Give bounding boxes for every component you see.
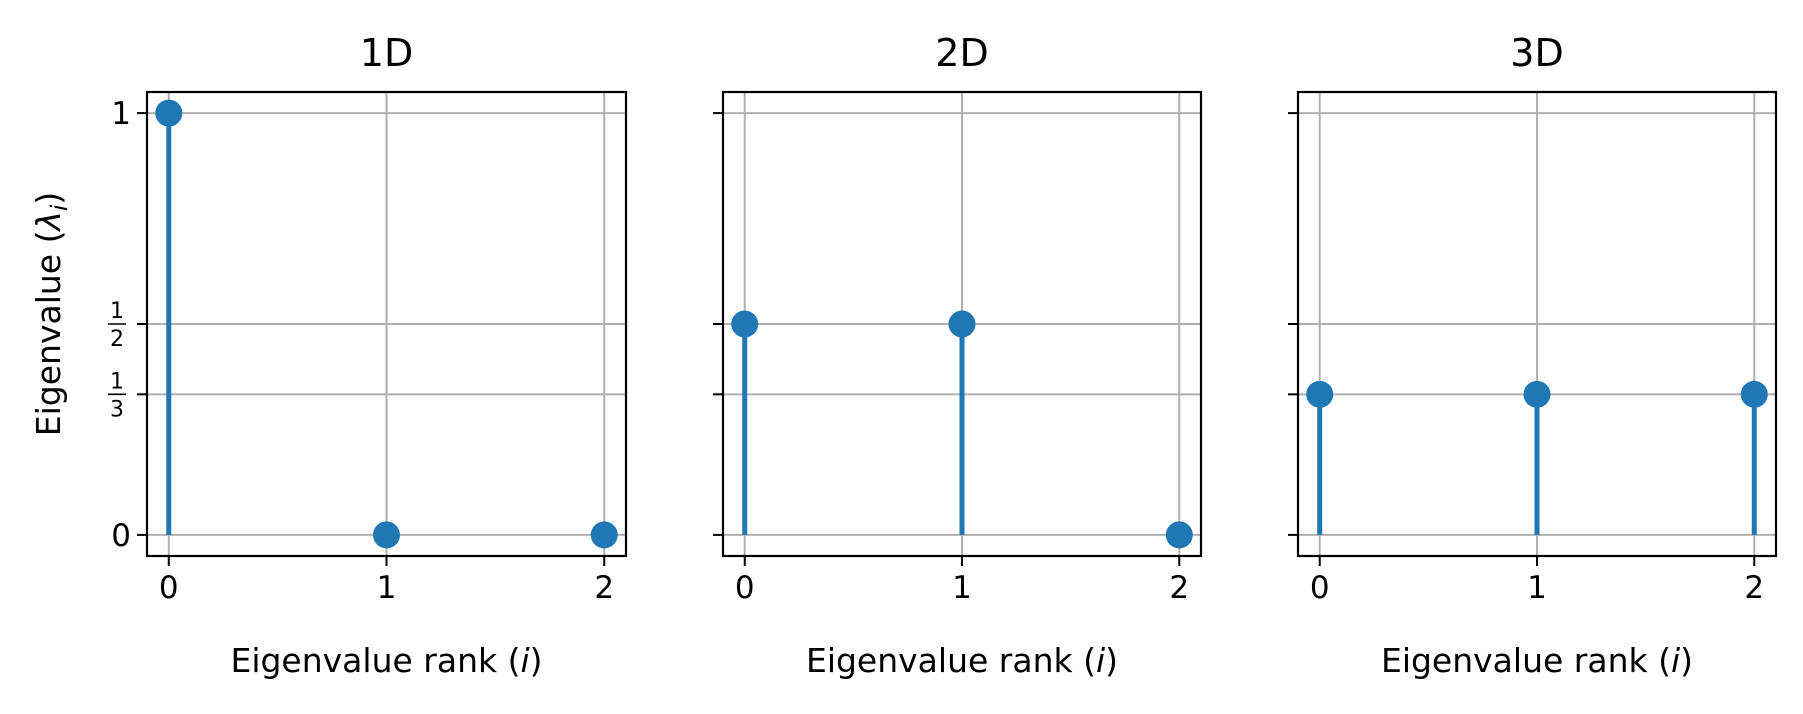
- panel-0: 0 1 2 0 1 3 1 2 1 1D Eigenvalue rank (i) Eigenvalue…: [29, 31, 628, 680]
- y-axis-label: Eigenvalue (λi): [29, 192, 73, 436]
- stem-marker: [1165, 521, 1193, 549]
- stem-marker: [590, 521, 618, 549]
- chart-title: 1D: [360, 31, 413, 75]
- chart-title: 2D: [935, 31, 988, 75]
- y-tick-label: 2: [110, 327, 124, 352]
- x-tick-label: 0: [159, 570, 179, 606]
- x-axis-label: Eigenvalue rank (i): [1381, 641, 1693, 680]
- x-tick-label: 2: [1744, 570, 1764, 606]
- x-tick-label: 2: [1169, 570, 1189, 606]
- x-tick-label: 2: [594, 570, 614, 606]
- stem-marker: [731, 310, 759, 338]
- y-tick-label: 1: [110, 369, 124, 394]
- x-tick-label: 1: [1527, 570, 1547, 606]
- stem-marker: [373, 521, 400, 549]
- y-tick-label: 1: [111, 96, 131, 132]
- stem-marker: [1306, 380, 1334, 408]
- y-tick-label: 3: [110, 397, 124, 422]
- chart-title: 3D: [1510, 31, 1563, 75]
- x-tick-label: 1: [952, 570, 972, 606]
- x-tick-label: 0: [735, 570, 755, 606]
- x-axis-label: Eigenvalue rank (i): [806, 641, 1118, 680]
- panel-1: 0 1 2 2D Eigenvalue rank (i): [713, 31, 1203, 680]
- x-tick-label: 0: [1310, 570, 1330, 606]
- stem-marker: [1740, 380, 1768, 408]
- stem-marker: [948, 310, 976, 338]
- y-tick-label: 1: [110, 299, 124, 324]
- x-tick-label: 1: [377, 570, 397, 606]
- y-tick-label: 0: [111, 518, 131, 554]
- x-axis-label: Eigenvalue rank (i): [230, 641, 542, 680]
- stem-marker: [1523, 380, 1551, 408]
- stem-marker: [155, 99, 183, 127]
- panel-2: 0 1 2 3D Eigenvalue rank (i): [1288, 31, 1778, 680]
